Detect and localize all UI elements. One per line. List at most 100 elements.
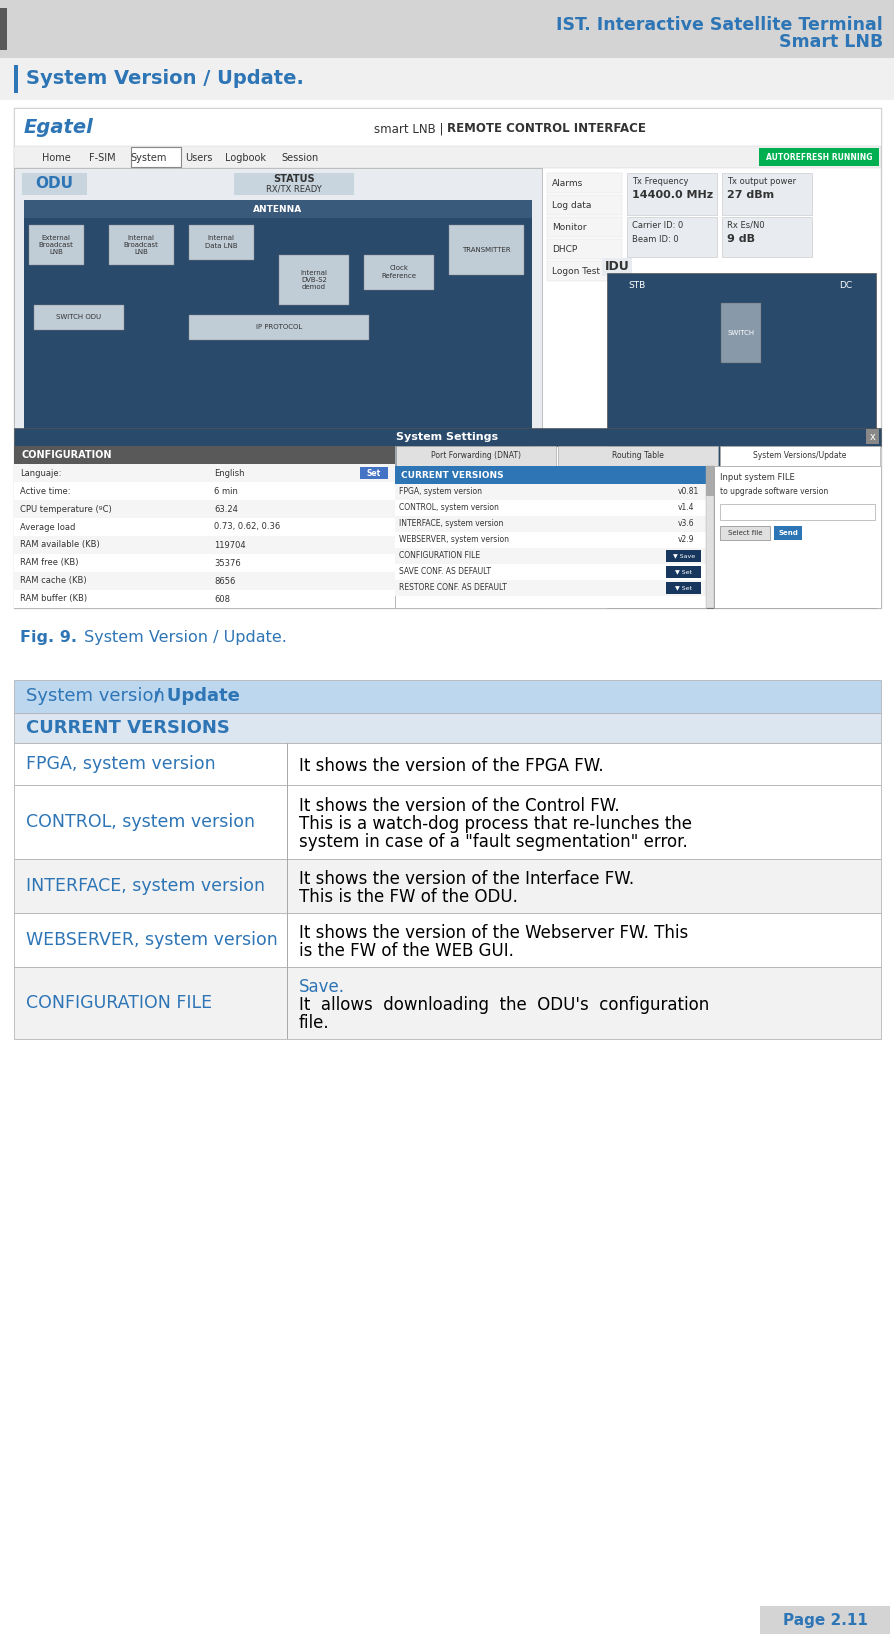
Bar: [14, 169, 542, 608]
Bar: [394, 500, 705, 516]
Text: CONFIGURATION FILE: CONFIGURATION FILE: [26, 993, 212, 1011]
Text: Monitor: Monitor: [552, 223, 586, 231]
Text: Home: Home: [42, 152, 71, 162]
Text: English: English: [214, 469, 244, 477]
Text: v0.81: v0.81: [678, 487, 698, 497]
Bar: [0, 57, 894, 100]
Bar: [29, 225, 84, 266]
Text: is the FW of the WEB GUI.: is the FW of the WEB GUI.: [299, 942, 513, 960]
Text: CURRENT VERSIONS: CURRENT VERSIONS: [26, 720, 230, 738]
Bar: [14, 967, 880, 1039]
Bar: [759, 1606, 889, 1634]
Text: Alarms: Alarms: [552, 179, 583, 187]
Bar: [627, 174, 716, 215]
Bar: [24, 200, 531, 580]
Bar: [705, 465, 713, 608]
Text: INTERFACE, system version: INTERFACE, system version: [399, 520, 502, 528]
Bar: [34, 305, 124, 329]
Bar: [14, 680, 880, 713]
Bar: [394, 516, 705, 533]
Bar: [394, 564, 705, 580]
Bar: [721, 303, 760, 362]
Text: Internal
Data LNB: Internal Data LNB: [205, 236, 237, 249]
Bar: [865, 429, 878, 444]
Bar: [14, 554, 394, 572]
Bar: [14, 446, 394, 608]
Bar: [719, 526, 769, 539]
Text: IP PROTOCOL: IP PROTOCOL: [256, 325, 302, 329]
Text: SWITCH: SWITCH: [727, 329, 754, 336]
Bar: [14, 482, 394, 500]
Bar: [14, 500, 394, 518]
Bar: [557, 446, 717, 465]
Text: CONFIGURATION FILE: CONFIGURATION FILE: [399, 551, 479, 561]
Bar: [189, 225, 254, 261]
Bar: [14, 859, 880, 913]
Text: WEBSERVER, system version: WEBSERVER, system version: [26, 931, 277, 949]
Bar: [24, 200, 531, 218]
Bar: [546, 239, 621, 259]
Text: v3.6: v3.6: [678, 520, 694, 528]
Bar: [14, 590, 394, 608]
Text: ▼ Set: ▼ Set: [675, 585, 692, 590]
Text: Logbook: Logbook: [225, 152, 266, 162]
Text: It shows the version of the Control FW.: It shows the version of the Control FW.: [299, 797, 619, 815]
Text: v1.4: v1.4: [678, 503, 694, 513]
Bar: [14, 518, 394, 536]
Bar: [109, 225, 173, 266]
Text: Users: Users: [185, 152, 213, 162]
Bar: [189, 315, 368, 339]
Text: Beam ID: 0: Beam ID: 0: [631, 234, 678, 244]
Text: DHCP: DHCP: [552, 244, 577, 254]
Text: RAM buffer (KB): RAM buffer (KB): [20, 595, 87, 603]
Bar: [287, 742, 288, 785]
Text: System Settings: System Settings: [395, 433, 497, 443]
Text: RAM available (KB): RAM available (KB): [20, 541, 99, 549]
Text: RESTORE CONF. AS DEFAULT: RESTORE CONF. AS DEFAULT: [399, 583, 506, 593]
Text: 9 dB: 9 dB: [726, 234, 755, 244]
Text: This is a watch-dog process that re-lunches the: This is a watch-dog process that re-lunc…: [299, 815, 691, 833]
Text: System: System: [131, 152, 167, 162]
Bar: [665, 582, 700, 593]
Text: DC: DC: [839, 280, 852, 290]
Text: file.: file.: [299, 1015, 329, 1033]
Text: TRANSMITTER: TRANSMITTER: [461, 247, 510, 252]
Bar: [233, 174, 354, 195]
Bar: [14, 572, 394, 590]
Text: Active time:: Active time:: [20, 487, 71, 495]
Bar: [394, 547, 705, 564]
Bar: [449, 225, 523, 275]
Bar: [14, 785, 880, 859]
Text: RAM cache (KB): RAM cache (KB): [20, 577, 87, 585]
Bar: [14, 108, 880, 608]
Text: It  allows  downloading  the  ODU's  configuration: It allows downloading the ODU's configur…: [299, 997, 708, 1015]
Bar: [394, 465, 705, 484]
Text: Tx Frequency: Tx Frequency: [631, 177, 687, 185]
Text: ▼ Save: ▼ Save: [672, 554, 695, 559]
Text: INTERFACE, system version: INTERFACE, system version: [26, 877, 265, 895]
Text: RAM free (KB): RAM free (KB): [20, 559, 79, 567]
Bar: [364, 256, 434, 290]
Text: Input system FILE: Input system FILE: [719, 474, 794, 482]
Bar: [14, 108, 880, 146]
Bar: [758, 148, 878, 166]
Bar: [665, 551, 700, 562]
Bar: [546, 174, 621, 193]
Text: CPU temperature (ºC): CPU temperature (ºC): [20, 505, 112, 513]
Text: x: x: [869, 433, 875, 443]
Text: Tx output power: Tx output power: [726, 177, 796, 185]
Bar: [721, 216, 811, 257]
Text: Languaje:: Languaje:: [20, 469, 62, 477]
Text: 14400.0 MHz: 14400.0 MHz: [631, 190, 713, 200]
Text: This is the FW of the ODU.: This is the FW of the ODU.: [299, 888, 518, 906]
Text: 6 min: 6 min: [214, 487, 238, 495]
Text: / Update: / Update: [154, 687, 240, 705]
Text: FPGA, system version: FPGA, system version: [399, 487, 482, 497]
Text: Routing Table: Routing Table: [611, 451, 663, 461]
Text: ANTENNA: ANTENNA: [253, 205, 302, 213]
Text: STB: STB: [628, 280, 645, 290]
Text: Send: Send: [777, 529, 797, 536]
Text: Rx Es/N0: Rx Es/N0: [726, 221, 763, 229]
Text: 608: 608: [214, 595, 230, 603]
Text: CONFIGURATION: CONFIGURATION: [22, 451, 113, 461]
